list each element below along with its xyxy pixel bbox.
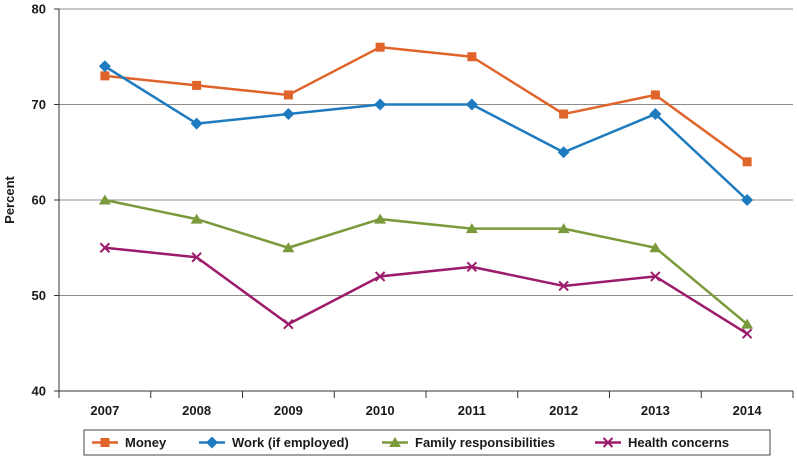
data-point: [558, 280, 569, 292]
data-point: [650, 90, 660, 100]
data-point: [741, 328, 753, 339]
y-tick-label: 80: [32, 2, 46, 17]
x-tick-label: 2011: [458, 403, 486, 418]
legend-label: Health concerns: [628, 435, 729, 450]
series-0: [100, 42, 752, 167]
legend-marker: [602, 437, 614, 448]
y-tick-labels: 40 50 60 70 80: [32, 2, 59, 399]
x-tick-label: 2012: [549, 403, 578, 418]
y-tick-label: 50: [32, 288, 46, 303]
data-point: [282, 108, 295, 121]
legend-marker: [206, 436, 218, 449]
legend-label: Work (if employed): [232, 435, 349, 450]
x-tick-labels: 2007 2008 2009 2010 2011 2012 2013 2014: [58, 391, 794, 418]
series-line: [104, 45, 748, 163]
data-point: [650, 271, 661, 282]
data-point: [466, 261, 478, 273]
data-point: [374, 213, 387, 224]
data-point: [742, 157, 752, 167]
data-point: [557, 223, 570, 234]
data-point: [741, 194, 754, 206]
legend: Money Work (if employed) Family responsibi…: [83, 429, 771, 456]
x-tick-label: 2009: [274, 403, 303, 418]
data-point: [374, 271, 386, 282]
series-2: [98, 194, 754, 329]
x-tick-label: 2014: [733, 403, 763, 418]
data-point: [649, 108, 662, 121]
x-tick-label: 2013: [641, 403, 670, 418]
y-tick-label: 70: [32, 97, 46, 112]
data-point: [649, 242, 662, 253]
data-point: [557, 146, 570, 159]
data-point: [467, 52, 477, 62]
data-point: [283, 318, 294, 330]
y-tick-label: 60: [32, 193, 46, 208]
legend-item: Work (if employed): [199, 435, 349, 450]
data-point: [465, 98, 478, 111]
legend-item: Health concerns: [595, 435, 729, 450]
legend-label: Money: [125, 435, 167, 450]
data-point: [559, 109, 569, 119]
series-1: [98, 60, 754, 206]
data-point: [282, 242, 295, 253]
x-tick-label: 2010: [366, 403, 395, 418]
legend-item: Money: [92, 435, 167, 450]
series-3: [99, 242, 753, 339]
series-group: [98, 42, 754, 339]
data-point: [98, 194, 111, 205]
data-point: [374, 98, 387, 111]
data-point: [99, 242, 111, 253]
legend-box: [83, 429, 771, 456]
data-point: [190, 213, 203, 224]
data-point: [190, 117, 203, 130]
x-tick-label: 2007: [90, 403, 119, 418]
data-point: [375, 42, 385, 52]
legend-marker: [100, 438, 110, 447]
y-axis-title: Percent: [2, 175, 17, 223]
series-line: [104, 198, 748, 326]
data-point: [100, 71, 110, 81]
legend-item: Family responsibilities: [382, 435, 555, 450]
series-line: [104, 246, 748, 335]
data-point: [283, 90, 293, 100]
x-tick-label: 2008: [182, 403, 211, 418]
legend-marker: [389, 437, 401, 447]
legend-label: Family responsibilities: [415, 435, 555, 450]
data-point: [741, 318, 754, 329]
data-point: [465, 223, 478, 234]
data-point: [192, 80, 202, 90]
data-point: [191, 252, 202, 263]
series-line: [104, 65, 748, 201]
y-tick-label: 40: [32, 384, 46, 399]
data-point: [98, 60, 111, 73]
